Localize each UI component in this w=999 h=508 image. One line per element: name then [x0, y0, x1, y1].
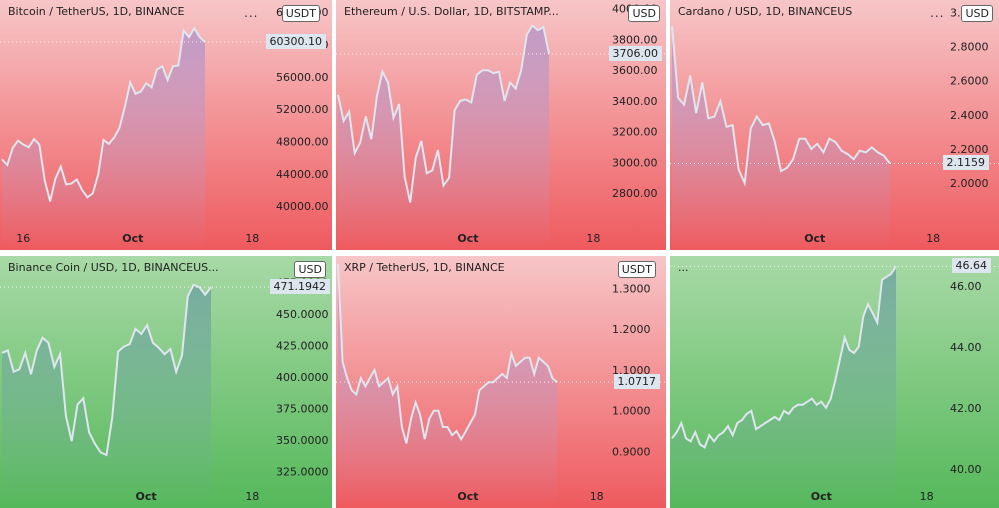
currency-button[interactable]: USD — [628, 5, 660, 22]
price-line — [671, 265, 897, 449]
y-tick-label: 52000.00 — [276, 103, 329, 116]
price-area — [672, 26, 890, 250]
x-tick-label: Oct — [457, 232, 478, 245]
x-tick-label: 18 — [920, 490, 934, 503]
x-tick-label: 18 — [926, 232, 940, 245]
y-tick-label: 1.3000 — [612, 283, 651, 296]
y-tick-label: 1.1000 — [612, 364, 651, 377]
price-area — [2, 28, 205, 250]
y-tick-label: 2.8000 — [950, 41, 989, 54]
price-line — [671, 26, 891, 187]
x-tick-label: 18 — [586, 232, 600, 245]
chart-svg: 46.00 44.00 42.00 40.00 Oct 18 — [670, 256, 999, 508]
y-tick-label: 48000.00 — [276, 136, 329, 149]
x-tick-label: Oct — [804, 232, 825, 245]
price-area — [672, 266, 896, 508]
y-tick-label: 44000.00 — [276, 168, 329, 181]
y-tick-label: 0.9000 — [612, 445, 651, 458]
x-tick-label: Oct — [136, 490, 157, 503]
x-tick-label: 18 — [245, 490, 259, 503]
price-line — [1, 26, 206, 202]
y-tick-label: 2.2000 — [950, 143, 989, 156]
chart-svg: 4000.003800.003600.003400.003200.003000.… — [336, 0, 666, 250]
chart-title: XRP / TetherUS, 1D, BINANCE — [344, 261, 505, 274]
y-tick-label: 2.6000 — [950, 75, 989, 88]
chart-panel-5[interactable]: 1.3000 1.2000 1.1000 1.0000 0.9000 Oct 18 XRP /… — [336, 256, 666, 508]
x-tick-label: Oct — [122, 232, 143, 245]
last-price-tag: 60300.10 — [265, 34, 326, 49]
y-tick-label: 3000.00 — [612, 156, 658, 169]
price-area — [338, 264, 557, 508]
y-tick-label: 325.0000 — [276, 465, 329, 478]
chart-panel-3[interactable]: 3.00002.80002.60002.40002.20002.0000Oct1… — [670, 0, 999, 250]
chart-panel-4[interactable]: 475.0000450.0000425.0000400.0000375.0000… — [0, 256, 332, 508]
y-tick-label: 2.0000 — [950, 177, 989, 190]
more-menu[interactable]: ... — [244, 6, 259, 20]
chart-svg: 475.0000450.0000425.0000400.0000375.0000… — [0, 256, 332, 508]
y-tick-label: 40000.00 — [276, 200, 329, 213]
price-line — [337, 264, 558, 444]
y-tick-label: 3800.00 — [612, 33, 658, 46]
last-price-tag: 2.1159 — [942, 155, 989, 171]
y-tick-label: 375.0000 — [276, 402, 329, 415]
price-area — [2, 284, 211, 508]
y-tick-label: 450.0000 — [276, 308, 329, 321]
x-tick-label: 16 — [16, 232, 30, 245]
chart-svg: 1.3000 1.2000 1.1000 1.0000 0.9000 Oct 18 — [336, 256, 666, 508]
y-tick-label: 40.00 — [950, 463, 982, 476]
y-tick-label: 1.0000 — [612, 405, 651, 418]
last-price-tag: 3706.00 — [608, 45, 662, 61]
price-area — [338, 25, 549, 250]
x-tick-label: 18 — [245, 232, 259, 245]
price-line — [337, 23, 550, 203]
x-tick-label: Oct — [457, 490, 478, 503]
chart-svg: 3.00002.80002.60002.40002.20002.0000Oct1… — [670, 0, 999, 250]
y-tick-label: 46.00 — [950, 280, 982, 293]
chart-panel-6[interactable]: 46.00 44.00 42.00 40.00 Oct 18... 46.64 — [670, 256, 999, 508]
y-tick-label: 1.2000 — [612, 323, 651, 336]
currency-button[interactable]: USDT — [617, 261, 656, 278]
y-tick-label: 42.00 — [950, 402, 982, 415]
chart-title: Binance Coin / USD, 1D, BINANCEUS... — [8, 261, 219, 274]
last-price-tag: 46.64 — [951, 258, 991, 274]
chart-title: ... — [678, 261, 689, 274]
y-tick-label: 400.0000 — [276, 371, 329, 384]
price-line — [1, 283, 212, 457]
last-price-tag: 471.1942 — [269, 279, 330, 295]
chart-title: Bitcoin / TetherUS, 1D, BINANCE — [8, 5, 185, 18]
y-tick-label: 3400.00 — [612, 95, 658, 108]
y-tick-label: 3200.00 — [612, 126, 658, 139]
chart-title: Cardano / USD, 1D, BINANCEUS — [678, 5, 853, 18]
more-menu[interactable]: ... — [930, 6, 945, 20]
chart-panel-1[interactable]: 64000.0060000.0056000.0052000.0048000.00… — [0, 0, 332, 250]
last-price-tag: 1.0717 — [613, 374, 660, 390]
y-tick-label: 56000.00 — [276, 71, 329, 84]
y-tick-label: 350.0000 — [276, 434, 329, 447]
x-tick-label: Oct — [811, 490, 832, 503]
x-tick-label: 18 — [590, 490, 604, 503]
y-tick-label: 2800.00 — [612, 187, 658, 200]
y-tick-label: 425.0000 — [276, 339, 329, 352]
y-tick-label: 3600.00 — [612, 64, 658, 77]
chart-title: Ethereum / U.S. Dollar, 1D, BITSTAMP... — [344, 5, 559, 18]
currency-button[interactable]: USD — [294, 261, 326, 278]
currency-button[interactable]: USDT — [281, 5, 320, 22]
y-tick-label: 2.4000 — [950, 109, 989, 122]
y-tick-label: 44.00 — [950, 341, 982, 354]
currency-button[interactable]: USD — [961, 5, 993, 22]
chart-panel-2[interactable]: 4000.003800.003600.003400.003200.003000.… — [336, 0, 666, 250]
